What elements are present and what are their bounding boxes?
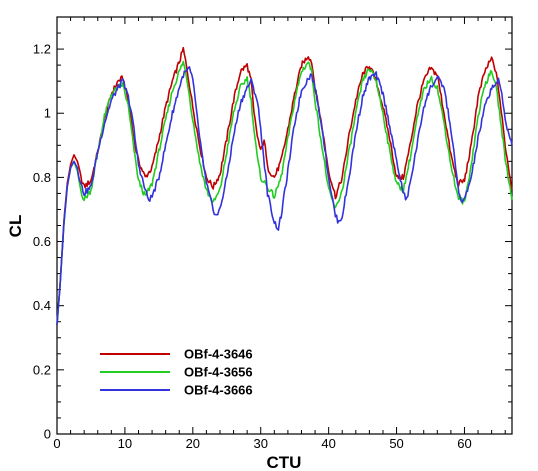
x-tick-label: 10 <box>118 436 132 451</box>
axis-ticks <box>56 16 512 435</box>
x-tick-label: 50 <box>389 436 403 451</box>
x-tick-label: 40 <box>321 436 335 451</box>
x-tick-labels: 0 10 20 30 40 50 60 <box>53 436 471 451</box>
x-tick-label: 0 <box>53 436 60 451</box>
legend-label: OBf-4-3666 <box>184 383 253 398</box>
series-line-OBf-4-3656 <box>56 60 513 325</box>
series-lines <box>56 46 513 325</box>
y-tick-label: 0.8 <box>33 170 51 185</box>
y-tick-label: 0 <box>44 427 51 442</box>
y-tick-label: 1 <box>44 106 51 121</box>
y-tick-label: 0.6 <box>33 234 51 249</box>
y-tick-labels: 0 0.2 0.4 0.6 0.8 1 1.2 <box>33 42 51 442</box>
legend: OBf-4-3646 OBf-4-3656 OBf-4-3666 <box>100 347 253 398</box>
x-tick-label: 60 <box>457 436 471 451</box>
x-tick-label: 20 <box>186 436 200 451</box>
legend-label: OBf-4-3656 <box>184 365 253 380</box>
y-tick-label: 0.4 <box>33 298 51 313</box>
y-axis-title: CL <box>6 215 25 238</box>
x-axis-title: CTU <box>267 453 302 471</box>
y-tick-label: 0.2 <box>33 362 51 377</box>
y-tick-label: 1.2 <box>33 42 51 57</box>
x-tick-label: 30 <box>253 436 267 451</box>
series-line-OBf-4-3666 <box>56 66 513 325</box>
legend-label: OBf-4-3646 <box>184 347 253 362</box>
